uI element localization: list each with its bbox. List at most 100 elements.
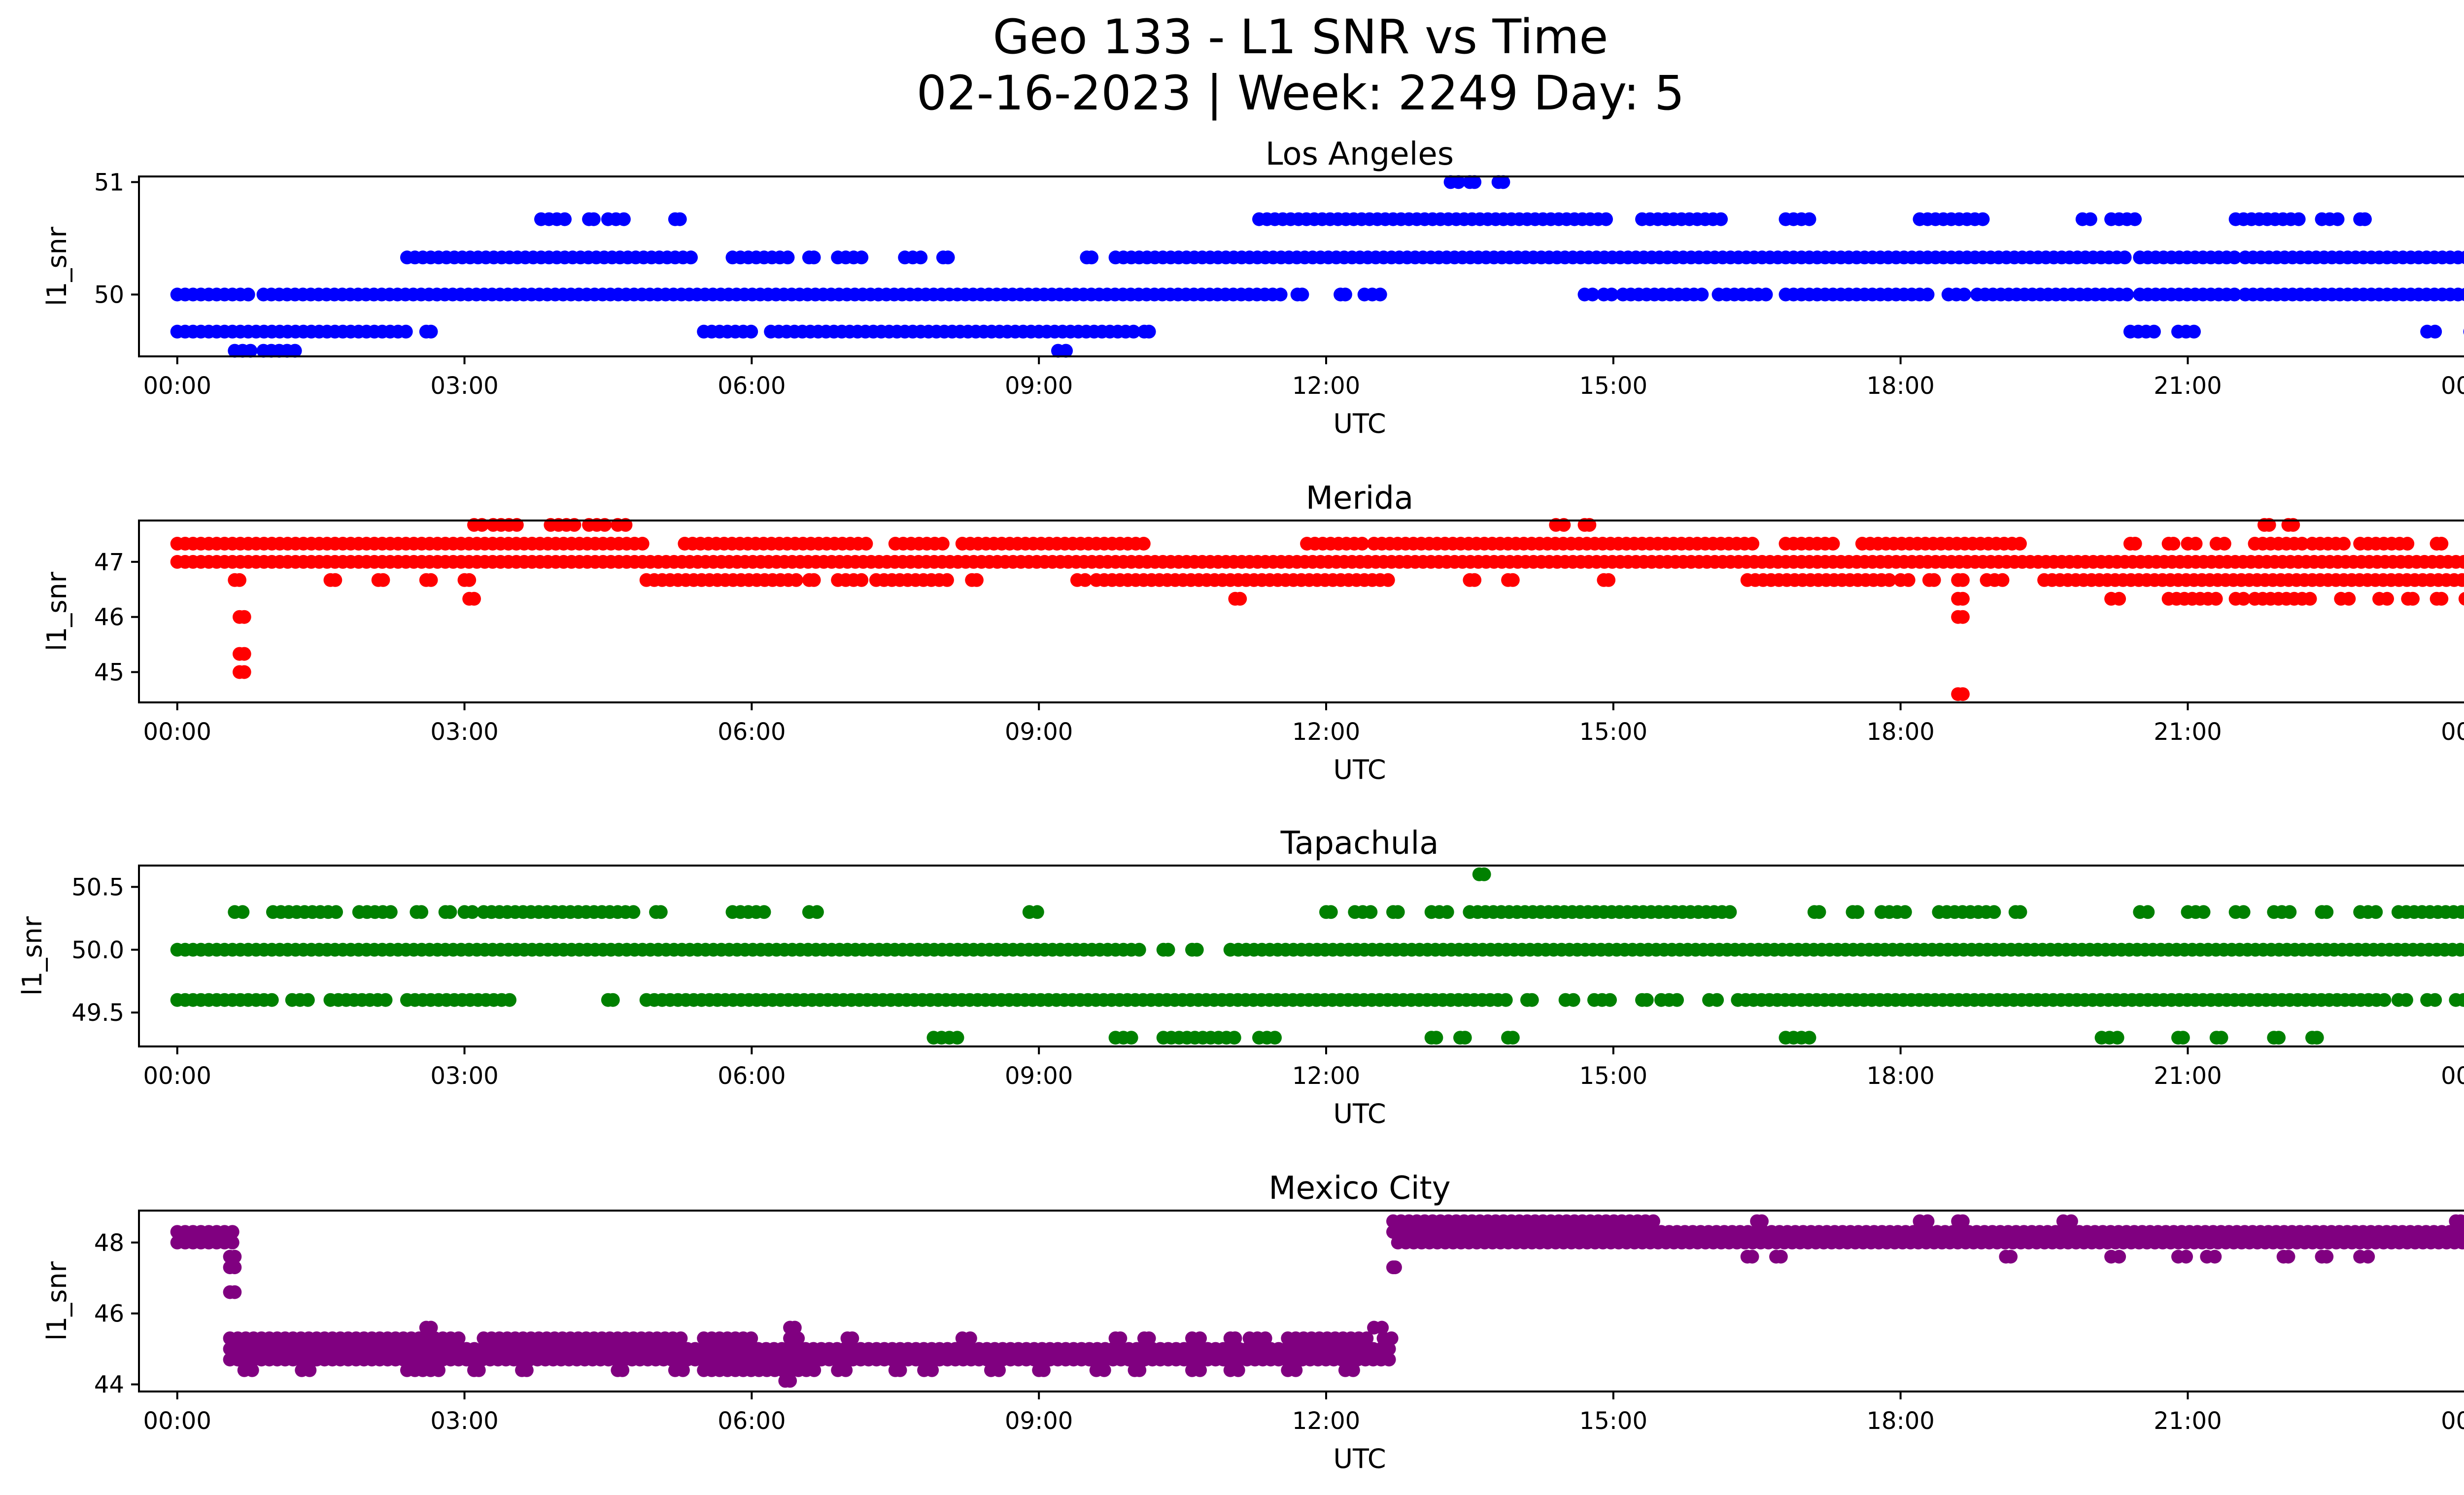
data-point (2453, 942, 2464, 957)
data-point (424, 573, 438, 587)
data-point (1142, 324, 1156, 339)
data-point (1640, 993, 1654, 1007)
x-tick-label: 09:00 (1005, 1407, 1073, 1435)
x-axis-label: UTC (1333, 1443, 1386, 1474)
data-point (992, 1363, 1006, 1377)
subplot-3: Mexico City 00:00 03:00 06:00 09:00 12:00 15:0… (41, 1170, 2464, 1474)
data-point (2281, 1250, 2295, 1264)
data-point (1113, 1331, 1128, 1346)
data-point (2455, 573, 2464, 587)
data-point (2454, 1214, 2464, 1228)
data-point (465, 905, 479, 919)
figure-title-line2: 02-16-2023 | Week: 2249 Day: 5 (917, 66, 1685, 121)
data-point (399, 324, 413, 339)
data-point (606, 993, 620, 1007)
y-axis-label: l1_snr (41, 1261, 72, 1341)
figure-title-line1: Geo 133 - L1 SNR vs Time (993, 9, 1608, 65)
data-point (2004, 1250, 2018, 1264)
data-point (2272, 1031, 2286, 1045)
data-point (2342, 591, 2356, 606)
data-point (674, 1331, 688, 1346)
data-point (1955, 591, 1970, 606)
data-point (265, 993, 279, 1007)
data-point (376, 573, 390, 587)
subplots: Los Angeles 00:00 03:00 06:00 09:00 12:00 15:0… (17, 136, 2464, 1474)
data-point (1525, 993, 1539, 1007)
data-point (1710, 993, 1724, 1007)
data-point (2303, 591, 2317, 606)
data-point (1957, 287, 1971, 302)
x-tick-label: 21:00 (2154, 1062, 2222, 1090)
data-point (950, 1031, 964, 1045)
data-point (1382, 1342, 1396, 1356)
data-point (855, 250, 869, 265)
data-point (1227, 1031, 1241, 1045)
data-point (2428, 324, 2442, 339)
data-point (2064, 1214, 2078, 1228)
data-point (243, 344, 258, 358)
x-tick-label: 00:00 (143, 1407, 211, 1435)
x-tick-label: 18:00 (1866, 718, 1934, 746)
data-point (1927, 573, 1941, 587)
y-tick-label: 51 (94, 169, 124, 196)
x-tick-label: 06:00 (718, 1407, 786, 1435)
data-point (1496, 175, 1510, 189)
data-point (1605, 287, 1619, 302)
data-point (228, 1285, 242, 1299)
data-point (1132, 942, 1146, 957)
data-point (1759, 287, 1773, 302)
y-tick-label: 50 (94, 281, 124, 309)
data-point (914, 250, 928, 265)
data-point (225, 1235, 240, 1250)
x-tick-label: 12:00 (1292, 718, 1360, 746)
axes-frame (138, 865, 2464, 1047)
x-tick-label: 09:00 (1005, 718, 1073, 746)
y-tick-label: 46 (94, 604, 124, 631)
x-tick-label: 03:00 (430, 1407, 498, 1435)
data-point (245, 1363, 259, 1377)
data-point (1258, 1331, 1272, 1346)
data-point (2128, 212, 2142, 226)
x-tick-label: 03:00 (430, 718, 498, 746)
data-point (1136, 537, 1151, 551)
x-tick-label: 15:00 (1579, 372, 1647, 400)
data-point (1599, 212, 1613, 226)
data-point (1373, 287, 1387, 302)
data-point (1268, 1031, 1282, 1045)
data-point (1161, 942, 1175, 957)
data-point (789, 573, 803, 587)
data-point (1085, 250, 1098, 265)
y-tick-label: 49.5 (71, 999, 124, 1027)
data-point (684, 250, 698, 265)
data-point (1193, 1363, 1207, 1377)
data-point (1030, 905, 1044, 919)
data-point (1078, 573, 1092, 587)
scatter-points (170, 867, 2464, 1045)
data-point (236, 905, 250, 919)
scatter-points (170, 175, 2464, 358)
data-point (2330, 212, 2345, 226)
data-point (424, 1321, 438, 1335)
data-point (2361, 1250, 2375, 1264)
data-point (558, 212, 572, 226)
data-point (1603, 993, 1617, 1007)
data-point (2458, 592, 2464, 606)
data-point (1355, 537, 1369, 551)
scatter-points (170, 518, 2464, 701)
data-point (1142, 1331, 1156, 1346)
x-tick-label: 21:00 (2154, 1407, 2222, 1435)
data-point (329, 905, 343, 919)
data-point (2013, 905, 2027, 919)
data-point (2179, 1250, 2193, 1264)
data-point (378, 993, 393, 1007)
data-point (1499, 993, 1513, 1007)
y-axis-label: l1_snr (41, 226, 72, 306)
x-tick-label: 18:00 (1866, 1407, 1934, 1435)
data-point (424, 324, 438, 339)
data-point (237, 610, 251, 624)
data-point (2434, 537, 2449, 551)
data-point (2369, 905, 2383, 919)
data-point (1384, 1331, 1399, 1346)
data-point (2461, 944, 2464, 955)
data-point (757, 905, 771, 919)
